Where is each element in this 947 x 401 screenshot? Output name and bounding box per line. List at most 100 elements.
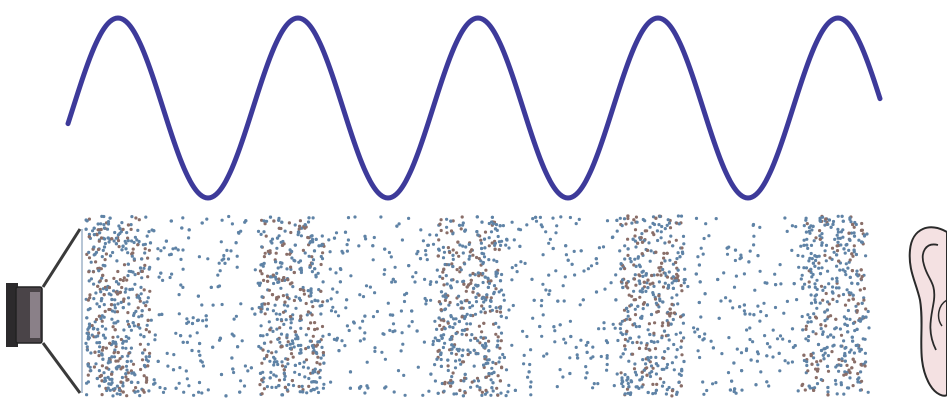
particle (93, 252, 97, 256)
particle (693, 330, 697, 334)
particle (490, 386, 494, 390)
particle (253, 268, 257, 272)
particle (461, 280, 465, 284)
particle (476, 339, 480, 343)
particle (85, 331, 89, 335)
particle (747, 260, 751, 264)
particle (483, 311, 487, 315)
particle (835, 264, 839, 268)
particle (837, 294, 841, 298)
particle (748, 249, 752, 253)
particle (821, 298, 825, 302)
particle (186, 320, 191, 324)
particle (110, 377, 114, 381)
particle (113, 328, 117, 332)
particle (844, 345, 848, 350)
particle (636, 241, 640, 245)
particle (500, 272, 504, 277)
particle (299, 348, 303, 352)
particle (234, 314, 238, 318)
particle (451, 264, 455, 269)
particle (502, 355, 506, 360)
particle (586, 267, 591, 271)
particle (292, 345, 296, 349)
particle (605, 362, 609, 367)
particle (447, 303, 451, 307)
particle (272, 363, 276, 367)
particle (846, 308, 851, 313)
particle (698, 355, 702, 360)
particle (302, 292, 306, 296)
particle (838, 268, 842, 272)
particle (819, 378, 823, 382)
particle (585, 350, 589, 354)
particle (478, 388, 482, 392)
particle (856, 372, 860, 376)
particle (87, 232, 91, 236)
particle (804, 327, 808, 331)
particle (89, 260, 93, 264)
particle (104, 346, 108, 350)
particle (852, 351, 857, 355)
particle (436, 349, 440, 353)
particle (181, 340, 185, 344)
particle (568, 356, 572, 360)
particle (487, 258, 491, 262)
particle (268, 376, 272, 380)
particle (418, 257, 423, 261)
particle (443, 298, 447, 302)
particle (448, 325, 452, 329)
particle (217, 261, 221, 265)
particle (230, 356, 234, 360)
particle (268, 328, 272, 332)
particle (464, 333, 469, 337)
particle (96, 327, 100, 331)
particle (804, 230, 809, 234)
particle (569, 334, 573, 339)
particle (346, 238, 350, 242)
particle (121, 384, 125, 388)
particle (475, 215, 479, 219)
particle (666, 333, 670, 337)
particle (327, 238, 331, 242)
particle (400, 238, 404, 242)
particle (848, 258, 852, 262)
particle (287, 383, 291, 387)
particle (455, 251, 459, 255)
particle (434, 233, 439, 237)
particle (379, 215, 383, 219)
particle (268, 215, 273, 219)
particle (220, 258, 224, 262)
particle (742, 303, 747, 307)
particle (674, 260, 678, 265)
particle (480, 393, 484, 397)
particle (383, 357, 387, 361)
particle (457, 223, 462, 227)
particle (343, 230, 348, 234)
particle (390, 280, 394, 284)
particle (619, 267, 623, 271)
particle (615, 229, 619, 233)
particle (459, 362, 463, 366)
particle (823, 351, 827, 355)
particle (429, 280, 433, 284)
particle (573, 273, 577, 277)
particle (448, 300, 452, 305)
particle (810, 275, 814, 279)
particle (834, 365, 838, 369)
particle (462, 379, 466, 383)
particle (146, 342, 150, 346)
particle (743, 312, 747, 316)
particle (636, 304, 640, 308)
particle (113, 310, 117, 314)
particle (811, 330, 815, 334)
particle (289, 317, 293, 321)
particle (223, 261, 227, 265)
particle (467, 242, 471, 246)
particle (277, 234, 281, 238)
particle (652, 331, 656, 335)
particle (631, 341, 635, 345)
particle (457, 294, 461, 298)
particle (159, 271, 163, 275)
particle (461, 244, 465, 248)
